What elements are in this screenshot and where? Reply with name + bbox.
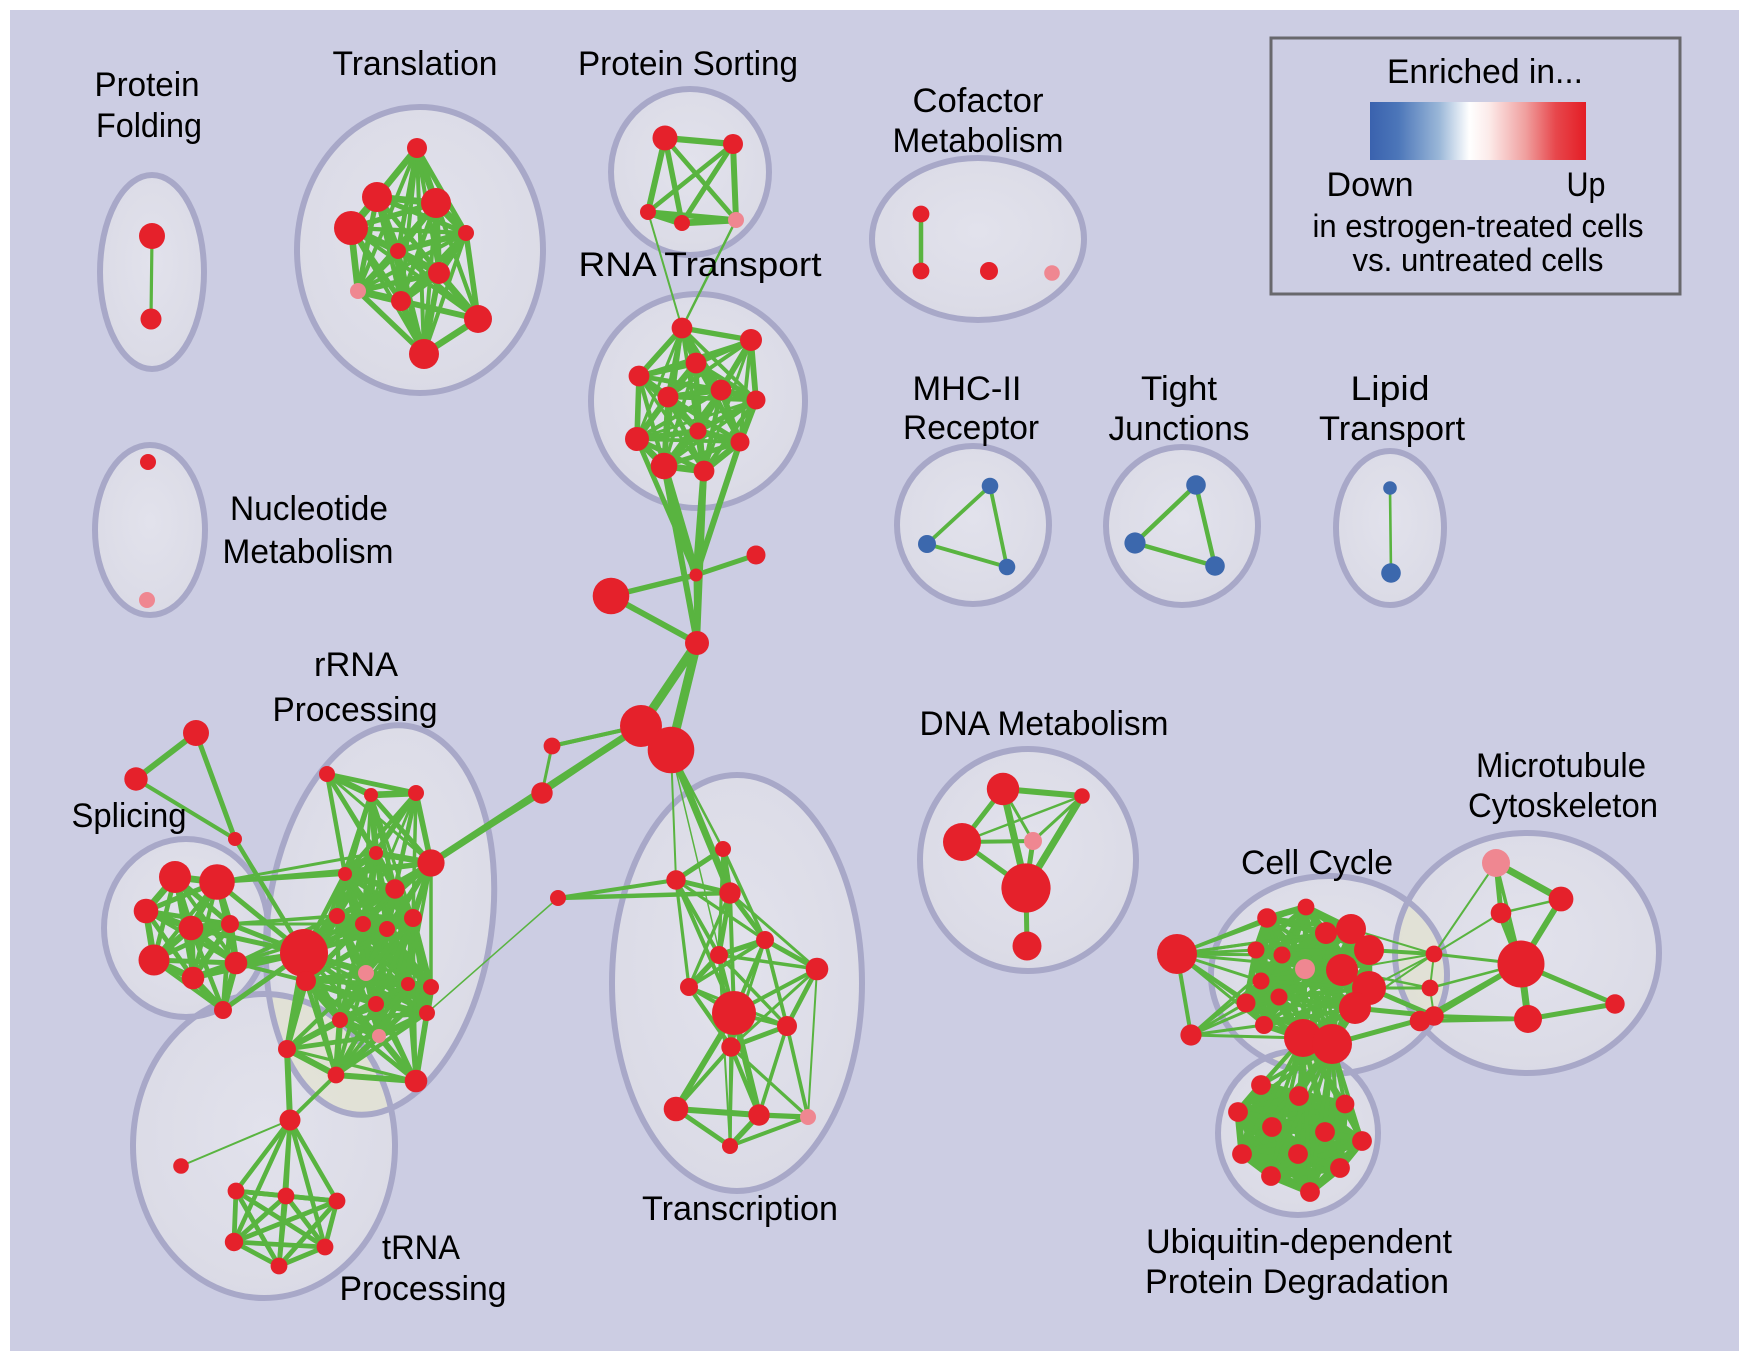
svg-text:Junctions: Junctions	[1109, 410, 1250, 448]
svg-text:Microtubule: Microtubule	[1476, 747, 1646, 785]
svg-text:Ubiquitin-dependent: Ubiquitin-dependent	[1146, 1223, 1453, 1261]
svg-text:tRNA: tRNA	[382, 1229, 460, 1267]
svg-text:Metabolism: Metabolism	[223, 533, 394, 571]
svg-text:Translation: Translation	[333, 45, 498, 83]
svg-text:vs. untreated cells: vs. untreated cells	[1353, 242, 1604, 278]
svg-text:Cell Cycle: Cell Cycle	[1241, 844, 1393, 882]
svg-text:Receptor: Receptor	[903, 409, 1039, 447]
svg-text:Nucleotide: Nucleotide	[230, 490, 388, 528]
svg-text:Processing: Processing	[340, 1270, 507, 1308]
svg-text:Protein Degradation: Protein Degradation	[1145, 1263, 1449, 1301]
svg-text:Protein: Protein	[95, 66, 200, 104]
svg-text:rRNA: rRNA	[314, 646, 398, 684]
svg-text:Lipid: Lipid	[1351, 370, 1430, 408]
svg-text:Cofactor: Cofactor	[913, 82, 1044, 120]
svg-text:Up: Up	[1567, 166, 1606, 204]
svg-text:Folding: Folding	[96, 107, 202, 145]
svg-text:Processing: Processing	[273, 691, 438, 729]
svg-text:Metabolism: Metabolism	[893, 122, 1064, 160]
svg-text:MHC-II: MHC-II	[913, 370, 1022, 408]
svg-text:Transcription: Transcription	[642, 1190, 838, 1228]
svg-text:Tight: Tight	[1141, 370, 1218, 408]
svg-text:DNA Metabolism: DNA Metabolism	[920, 705, 1169, 743]
svg-text:Protein Sorting: Protein Sorting	[578, 45, 798, 83]
svg-text:RNA Transport: RNA Transport	[579, 246, 823, 284]
svg-text:Enriched in...: Enriched in...	[1387, 53, 1583, 91]
svg-text:Cytoskeleton: Cytoskeleton	[1468, 787, 1658, 825]
svg-text:Down: Down	[1327, 166, 1414, 204]
svg-text:Splicing: Splicing	[72, 797, 187, 835]
svg-text:Transport: Transport	[1319, 410, 1466, 448]
svg-text:in estrogen-treated cells: in estrogen-treated cells	[1313, 208, 1644, 244]
